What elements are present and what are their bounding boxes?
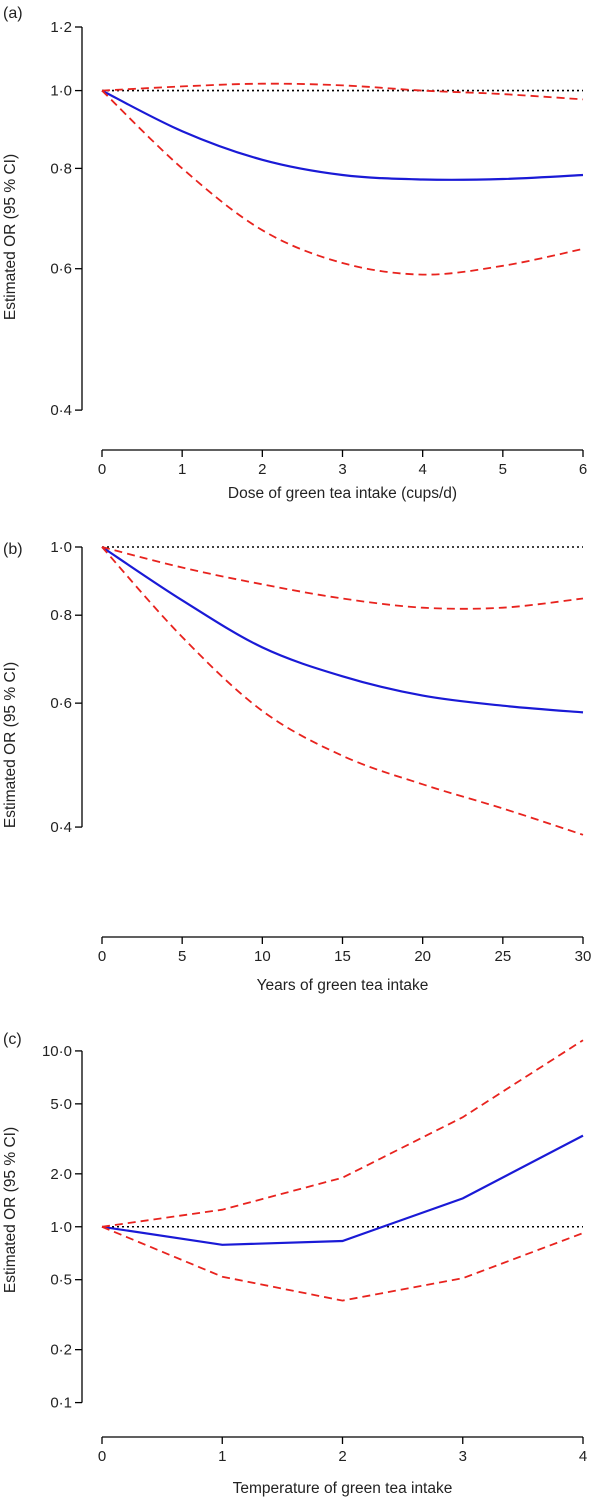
panel-b-x-tick-label: 25 — [494, 948, 511, 965]
panel-c-y-axis-title: Estimated OR (95 % CI) — [2, 1127, 19, 1293]
panel-b-x-tick-label: 0 — [98, 948, 106, 965]
panel-a-series-upper — [101, 82, 584, 101]
panel-a-x-tick-label: 5 — [499, 461, 507, 478]
panel-c-x-tick-label: 0 — [98, 1448, 106, 1465]
panel-a-x-tick-label: 4 — [418, 461, 426, 478]
panel-c-y-tick-label: 0·2 — [50, 1342, 72, 1359]
panel-b-x-tick-label: 10 — [254, 948, 271, 965]
panel-a-x-tick-label: 6 — [579, 461, 587, 478]
panel-a-y-tick-label: 0·8 — [50, 160, 72, 177]
panel-b-series-lower — [101, 546, 584, 836]
panel-b-x-tick-label: 5 — [178, 948, 186, 965]
panel-b-y-tick-label: 0·4 — [50, 819, 72, 836]
panel-c-series-upper — [101, 1039, 584, 1228]
panel-c-x-tick-label: 1 — [218, 1448, 226, 1465]
panel-c-x-tick-label: 4 — [579, 1448, 587, 1465]
panel-c-y-tick-label: 2·0 — [50, 1166, 72, 1183]
panel-a-y-tick-label: 0·6 — [50, 261, 72, 278]
panel-a-x-tick-label: 3 — [338, 461, 346, 478]
panel-b-series-upper — [101, 546, 584, 610]
panel-c-x-axis-title: Temperature of green tea intake — [233, 1480, 453, 1497]
panel-b-series-estimate — [101, 546, 584, 714]
panel-b-label: (b) — [3, 541, 23, 558]
panel-b-x-tick-label: 30 — [575, 948, 592, 965]
panel-a: (a) 0·4 0·6 0·8 1·0 1·2 0 1 2 3 4 5 6 Dose of green t… — [2, 5, 587, 502]
panel-c-y-tick-label: 10·0 — [42, 1043, 72, 1060]
panel-a-x-tick-label: 2 — [258, 461, 266, 478]
panel-a-x-tick-label: 1 — [178, 461, 186, 478]
panel-c-y-tick-label: 0·1 — [50, 1395, 72, 1412]
panel-c-x-tick-label: 3 — [459, 1448, 467, 1465]
panel-c-y-tick-label: 0·5 — [50, 1272, 72, 1289]
panel-b-y-tick-label: 0·8 — [50, 607, 72, 624]
panel-c-series-lower — [101, 1225, 584, 1302]
panel-a-label: (a) — [3, 5, 23, 22]
panel-a-y-tick-label: 1·2 — [50, 19, 72, 36]
panel-a-x-tick-label: 0 — [98, 461, 106, 478]
panel-c: (c) 0·1 0·2 0·5 1·0 2·0 5·0 10·0 0 1 2 3 4 Temperatur… — [2, 1031, 587, 1497]
panel-c-x-tick-label: 2 — [338, 1448, 346, 1465]
panel-c-series-estimate — [101, 1134, 584, 1246]
panel-a-series-estimate — [101, 89, 584, 181]
panel-b: (b) 0·4 0·6 0·8 1·0 0 5 10 15 20 25 30 Years of gree… — [2, 539, 591, 994]
panel-a-series-lower — [101, 89, 584, 276]
panel-b-y-tick-label: 1·0 — [50, 539, 72, 556]
panel-b-y-axis-title: Estimated OR (95 % CI) — [2, 662, 19, 828]
panel-b-x-tick-label: 20 — [414, 948, 431, 965]
panel-c-y-tick-label: 5·0 — [50, 1096, 72, 1113]
panel-a-y-tick-label: 0·4 — [50, 402, 72, 419]
panel-a-x-axis-title: Dose of green tea intake (cups/d) — [228, 485, 457, 502]
panel-a-y-axis-title: Estimated OR (95 % CI) — [2, 154, 19, 320]
panel-b-y-tick-label: 0·6 — [50, 695, 72, 712]
panel-b-x-tick-label: 15 — [334, 948, 351, 965]
panel-b-x-axis-title: Years of green tea intake — [257, 977, 429, 994]
panel-c-y-tick-label: 1·0 — [50, 1219, 72, 1236]
panel-c-label: (c) — [3, 1031, 22, 1048]
panel-a-y-tick-label: 1·0 — [50, 83, 72, 100]
